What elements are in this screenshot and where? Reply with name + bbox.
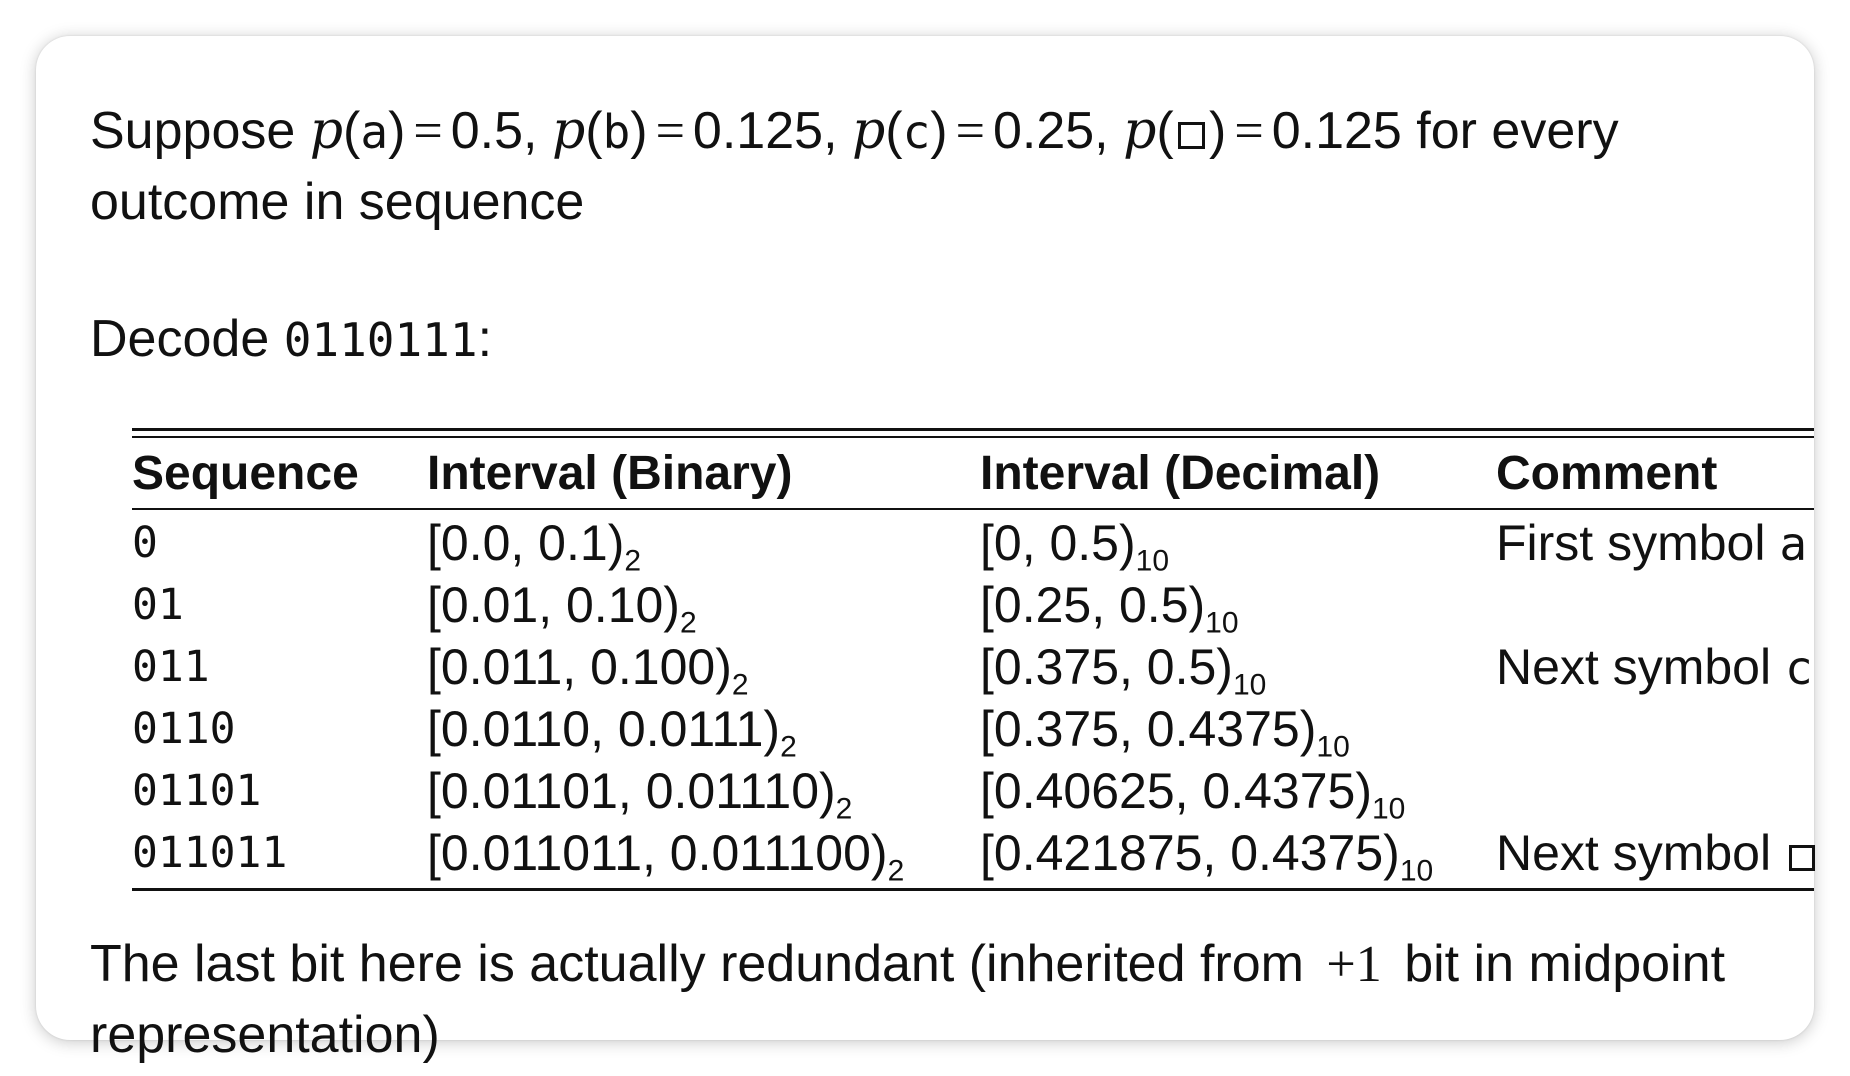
binary-base: 2 [887,854,905,888]
decimal-interval: [0.25, 0.5) [980,577,1206,633]
comment-symbol: a [1779,517,1808,571]
decimal-base: 10 [1232,668,1267,702]
cell-sequence: 01 [132,580,184,630]
slide-card: Suppose p(a) = 0.5, p(b) = 0.125, p(c) = 0.25,… [36,36,1815,1064]
binary-interval: [0.0110, 0.0111) [427,701,781,757]
table-row: 0 [0.0, 0.1)2 [0, 0.5)10 First symbol a [132,512,1814,576]
cell-sequence: 011 [132,642,210,692]
cell-decimal: [0.421875, 0.4375)10 [980,824,1496,886]
header-interval-binary: Interval (Binary) [427,446,793,500]
equals-sign: = [1234,103,1264,160]
note-paragraph: The last bit here is actually redundant … [90,929,1810,1070]
cell-binary: [0.0, 0.1)2 [427,514,980,576]
cell-sequence: 0 [132,518,158,568]
decode-colon: : [477,310,493,368]
cell-comment: First symbol a [1496,514,1814,572]
binary-base: 2 [624,544,642,578]
binary-interval: [0.01101, 0.01110) [427,763,836,819]
cell-sequence: 011011 [132,828,288,878]
table-header-rule [132,508,1814,510]
decoding-table: Sequence Interval (Binary) Interval (Dec… [132,428,1815,891]
prob-value: 0.125 [1271,102,1402,160]
cell-comment: Next symbol c [1496,638,1814,696]
table-row: 01101 [0.01101, 0.01110)2 [0.40625, 0.43… [132,760,1814,824]
table-row: 0110 [0.0110, 0.0111)2 [0.375, 0.4375)10 [132,698,1814,762]
binary-base: 2 [780,730,797,764]
cell-decimal: [0, 0.5)10 [980,514,1496,576]
note-before: The last bit here is actually redundant … [90,935,1304,993]
decimal-base: 10 [1205,606,1239,640]
equals-sign: = [955,103,985,160]
prob-value: 0.5 [450,102,524,160]
decimal-base: 10 [1399,854,1434,888]
prob-symbol: b [602,105,631,159]
cell-decimal: [0.375, 0.4375)10 [980,700,1496,762]
cell-decimal: [0.25, 0.5)10 [980,576,1496,638]
decimal-interval: [0.40625, 0.4375) [980,763,1372,819]
table-row: 011 [0.011, 0.100)2 [0.375, 0.5)10 Next … [132,636,1814,700]
note-after: bit in midpoint representation) [90,935,1726,1064]
cell-sequence: 01101 [132,766,262,816]
decimal-interval: [0.421875, 0.4375) [980,825,1400,881]
cell-binary: [0.011, 0.100)2 [427,638,980,700]
table-row: 01 [0.01, 0.10)2 [0.25, 0.5)10 [132,574,1814,638]
note-math: +1 [1326,936,1382,993]
binary-interval: [0.011, 0.100) [427,639,732,695]
cell-binary: [0.01, 0.10)2 [427,576,980,638]
table-row: 011011 [0.011011, 0.011100)2 [0.421875, … [132,822,1815,886]
equals-sign: = [655,103,685,160]
binary-base: 2 [835,792,853,826]
cell-decimal: [0.375, 0.5)10 [980,638,1496,700]
decode-code: 0110111 [283,313,478,367]
prob-value: 0.125 [692,102,824,160]
table-header-row: Sequence Interval (Binary) Interval (Dec… [132,438,1814,508]
intro-lead: Suppose [90,102,296,160]
binary-base: 2 [679,606,697,640]
binary-interval: [0.01, 0.10) [427,577,680,633]
decimal-interval: [0.375, 0.4375) [980,701,1317,757]
table-top-rule [132,428,1814,438]
comment-text: Next symbol [1496,639,1772,695]
comment-text: Next symbol [1496,825,1772,881]
intro-trail: for every outcome in sequence [90,102,1619,231]
prob-symbol: c [902,105,931,159]
end-symbol-box-icon [1788,845,1815,871]
cell-binary: [0.011011, 0.011100)2 [427,824,980,886]
cell-decimal: [0.40625, 0.4375)10 [980,762,1496,824]
table-bottom-rule [132,888,1814,891]
binary-interval: [0.0, 0.1) [427,515,625,571]
table-body: 0 [0.0, 0.1)2 [0, 0.5)10 First symbol a … [132,510,1815,888]
end-symbol-box-icon [1177,122,1205,150]
cell-binary: [0.0110, 0.0111)2 [427,700,980,762]
prob-fn: p [551,101,586,161]
comment-text: First symbol [1496,515,1766,571]
binary-interval: [0.011011, 0.011100) [427,825,888,881]
binary-base: 2 [731,668,749,702]
decode-label: Decode [90,310,270,368]
decimal-interval: [0, 0.5) [980,515,1136,571]
header-comment: Comment [1496,446,1718,500]
cell-binary: [0.01101, 0.01110)2 [427,762,980,824]
decimal-interval: [0.375, 0.5) [980,639,1233,695]
prob-fn: p [1123,101,1157,161]
decimal-base: 10 [1316,730,1350,764]
prob-symbol: a [360,105,389,159]
header-sequence: Sequence [132,446,359,500]
decimal-base: 10 [1135,544,1170,578]
decode-line: Decode 0110111: [90,304,492,375]
header-interval-decimal: Interval (Decimal) [980,446,1381,500]
cell-sequence: 0110 [132,704,236,754]
decimal-base: 10 [1372,792,1406,826]
prob-fn: p [851,101,886,161]
cell-comment: Next symbol [1496,824,1815,882]
equals-sign: = [413,103,443,160]
intro-paragraph: Suppose p(a) = 0.5, p(b) = 0.125, p(c) = 0.25,… [90,101,1619,231]
prob-value: 0.25 [992,102,1095,160]
prob-fn: p [309,101,344,161]
comment-symbol: c [1784,641,1813,695]
